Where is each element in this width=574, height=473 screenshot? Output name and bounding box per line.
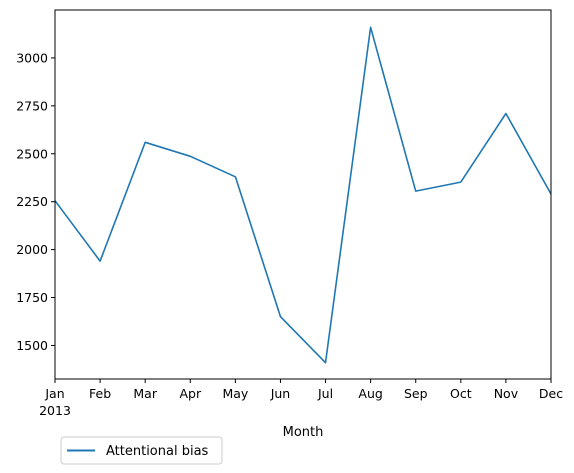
y-tick-label: 2250 [16,194,48,209]
plot-frame [54,9,552,380]
x-tick-label: Feb [89,386,111,401]
y-tick-label: 3000 [16,50,48,65]
x-tick-label: May [222,386,248,401]
x-tick-label: Jan [44,386,64,401]
x-tick-label: Apr [179,386,201,401]
x-axis-ticks: Jan Feb Mar Apr May Jun Jul Aug Sep Oct Nov Dec [44,379,563,401]
x-tick-label: Nov [494,386,519,401]
x-tick-label: Jun [270,386,291,401]
y-tick-label: 2750 [16,98,48,113]
x-axis-title: Month [283,425,324,440]
y-tick-label: 2000 [16,242,48,257]
x-tick-label: Mar [133,386,157,401]
y-tick-label: 1500 [16,338,48,353]
x-axis-year-label: 2013 [39,403,71,418]
legend-label: Attentional bias [106,444,209,459]
x-tick-label: Dec [539,386,563,401]
y-axis-ticks: 1500 1750 2000 2250 2500 2750 3000 [16,50,55,353]
x-tick-label: Oct [450,386,472,401]
y-tick-label: 2500 [16,146,48,161]
x-tick-label: Aug [358,386,382,401]
series-line [54,26,552,364]
legend-box [60,436,223,465]
series-layer [54,26,552,364]
x-tick-label: Sep [404,386,428,401]
y-tick-label: 1750 [16,290,48,305]
legend: Attentional bias [60,436,223,465]
x-tick-label: Jul [317,386,333,401]
